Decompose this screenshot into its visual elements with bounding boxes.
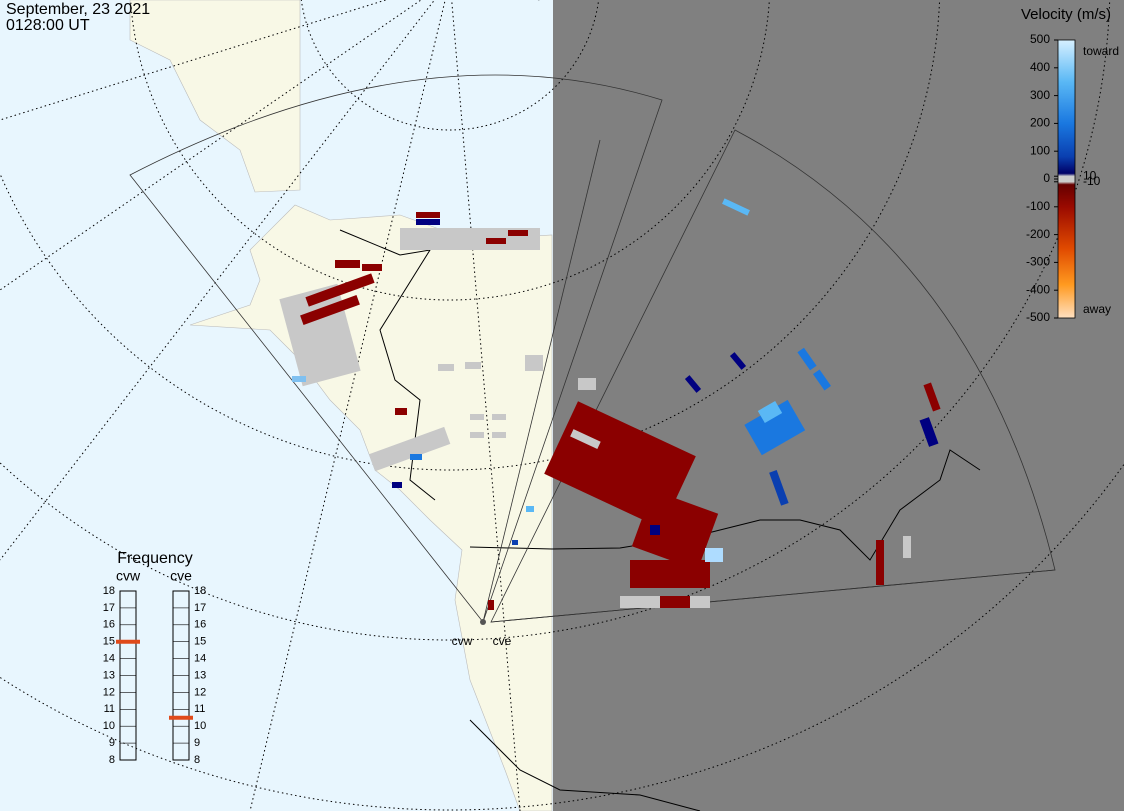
time: 0128:00 UT: [6, 17, 90, 34]
radar-name: cvw: [116, 568, 141, 584]
colorbar-tick-label: -10: [1083, 174, 1101, 188]
fan-outlines: [129, 74, 1056, 623]
frequency-tick-label: 10: [194, 720, 206, 732]
frequency-tick-label: 16: [194, 619, 206, 631]
radar-label: cvw: [452, 634, 473, 648]
colorbar-tick-label: 300: [1030, 88, 1050, 102]
frequency-tick-label: 15: [103, 636, 115, 648]
colorbar-tick-label: 100: [1030, 143, 1050, 157]
frequency-tick-label: 15: [194, 636, 206, 648]
colorbar: [1057, 39, 1076, 319]
frequency-panel: cvw89101112131415161718cve89101112131415…: [103, 568, 207, 766]
frequency-tick-label: 13: [194, 669, 206, 681]
frequency-tick-label: 12: [194, 686, 206, 698]
colorbar-tick-label: 10: [1083, 168, 1097, 182]
frequency-tick-label: 9: [194, 737, 200, 749]
colorbar-tick-label: -500: [1026, 310, 1050, 324]
scatter-cells: [279, 198, 941, 610]
colorbar-tick-label: -100: [1026, 199, 1050, 213]
colorbar-tick-label: -300: [1026, 255, 1050, 269]
frequency-tick-label: 14: [194, 653, 206, 665]
colorbar-tick-label: -400: [1026, 282, 1050, 296]
radar-label: cve: [493, 634, 512, 648]
colorbar-tick-label: 500: [1030, 32, 1050, 46]
date: September, 23 2021: [6, 1, 150, 18]
frequency-tick-label: 10: [103, 720, 115, 732]
colorbar-tick-label: 400: [1030, 60, 1050, 74]
frequency-tick-label: 8: [194, 754, 200, 766]
frequency-tick-label: 13: [103, 669, 115, 681]
frequency-tick-label: 12: [103, 686, 115, 698]
radar-site: [480, 619, 486, 625]
frequency-title: Frequency: [117, 550, 193, 567]
frequency-tick-label: 8: [109, 754, 115, 766]
frequency-tick-label: 18: [103, 585, 115, 597]
land: [129, 0, 553, 811]
frequency-tick-label: 18: [194, 585, 206, 597]
radar-name: cve: [170, 568, 192, 584]
colorbar-top-label: toward: [1083, 44, 1119, 58]
colorbar-title: Velocity (m/s): [1021, 6, 1111, 23]
frequency-tick-label: 17: [194, 602, 206, 614]
frequency-tick-label: 11: [194, 703, 205, 715]
frequency-tick-label: 14: [103, 653, 115, 665]
colorbar-tick-label: 200: [1030, 116, 1050, 130]
night-shade: [553, 0, 1124, 811]
frequency-tick-label: 16: [103, 619, 115, 631]
colorbar-tick-label: 0: [1043, 171, 1050, 185]
frequency-tick-label: 17: [103, 602, 115, 614]
frequency-tick-label: 9: [109, 737, 115, 749]
colorbar-tick-label: -200: [1026, 227, 1050, 241]
frequency-tick-label: 11: [104, 703, 115, 715]
colorbar-bottom-label: away: [1083, 302, 1111, 316]
borders: [339, 229, 981, 811]
